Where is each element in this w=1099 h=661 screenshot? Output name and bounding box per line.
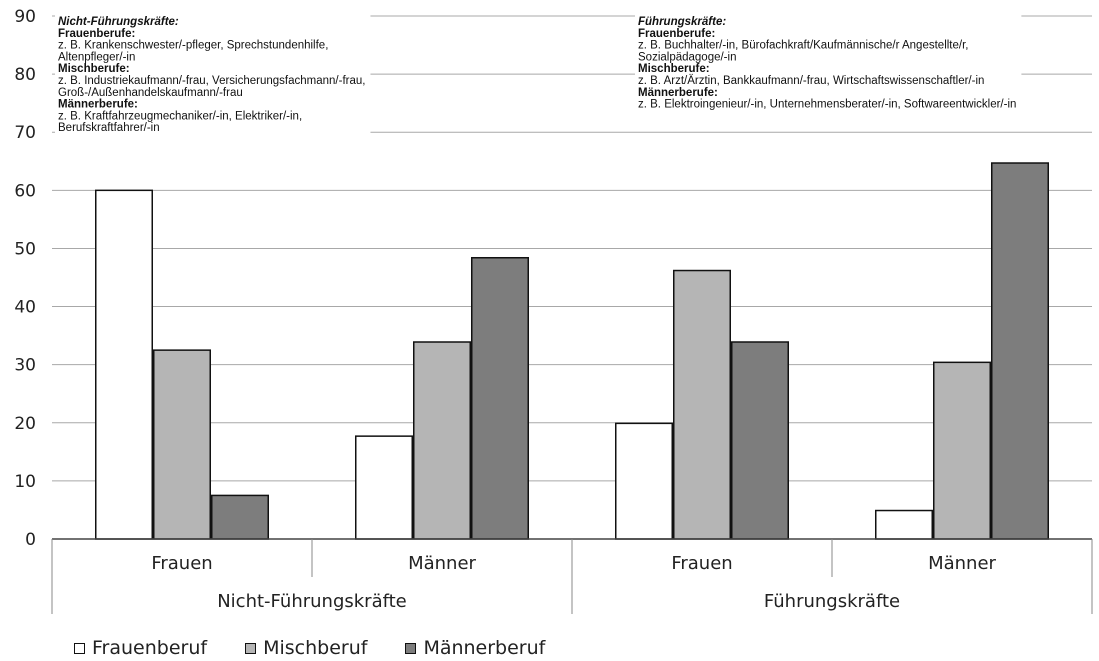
legend-item-maennerberuf: Männerberuf — [405, 637, 545, 659]
legend-label-mischberuf: Mischberuf — [263, 637, 368, 659]
annotation-fuehrungskraefte-line: z. B. Buchhalter/-in, Bürofachkraft/Kauf… — [638, 40, 968, 52]
y-tick-label: 90 — [14, 7, 36, 27]
y-tick-label: 20 — [14, 414, 36, 434]
bar-männerberuf-1 — [471, 256, 529, 540]
group-label: Führungskräfte — [764, 591, 900, 612]
annotation-fuehrungskraefte-background — [635, 14, 1022, 113]
bar-frauenberuf-3 — [875, 509, 933, 540]
legend-item-frauenberuf: Frauenberuf — [74, 637, 207, 659]
annotation-nicht-fuehrungskraefte-line: Mischberufe: — [58, 63, 130, 75]
category-label: Frauen — [151, 553, 212, 574]
annotation-nicht-fuehrungskraefte-line: Altenpfleger/-in — [58, 51, 135, 63]
bar-männerberuf-0 — [211, 494, 269, 540]
category-label: Männer — [928, 553, 996, 574]
bar-frauenberuf-0 — [95, 189, 153, 540]
category-label: Männer — [408, 553, 476, 574]
x-axis: Frauen Männer Frauen MännerNicht-Führungskr… — [51, 538, 1093, 614]
annotation-nicht-fuehrungskraefte-line: Männerberufe: — [58, 99, 138, 111]
annotation-nicht-fuehrungskraefte-line: z. B. Krankenschwester/-pfleger, Sprechs… — [58, 40, 328, 52]
annotations: Nicht-Führungskräfte:Frauenberufe:z. B. … — [55, 14, 1022, 136]
legend-swatch-maennerberuf — [405, 642, 417, 654]
y-tick-label: 80 — [14, 65, 36, 85]
legend-swatch-frauenberuf — [74, 642, 85, 654]
annotation-nicht-fuehrungskraefte-line: Berufskraftfahrer/-in — [58, 122, 160, 134]
y-axis-ticks: 0 10 20 30 40 50 60 70 80 90 — [14, 7, 36, 550]
bar-chart: 0 10 20 30 40 50 60 70 80 90 Frauen Männer Frauen Mä… — [14, 7, 1093, 614]
bar-mischberuf-3 — [933, 361, 991, 540]
y-tick-label: 40 — [14, 298, 36, 318]
bars — [95, 162, 1049, 540]
bar-frauenberuf-2 — [615, 422, 673, 540]
annotation-fuehrungskraefte-line: Männerberufe: — [638, 87, 718, 99]
group-label: Nicht-Führungskräfte — [217, 591, 407, 612]
legend-label-maennerberuf: Männerberuf — [423, 637, 546, 659]
annotation-fuehrungskraefte-title: Führungskräfte: — [638, 16, 726, 28]
bar-frauenberuf-1 — [355, 435, 413, 540]
y-tick-label: 50 — [14, 239, 36, 259]
annotation-nicht-fuehrungskraefte-line: z. B. Kraftfahrzeugmechaniker/-in, Elekt… — [58, 110, 302, 122]
legend-item-mischberuf: Mischberuf — [245, 637, 367, 659]
y-tick-label: 10 — [14, 472, 36, 492]
legend-label-frauenberuf: Frauenberuf — [92, 637, 208, 659]
annotation-fuehrungskraefte-line: z. B. Arzt/Ärztin, Bankkaufmann/-frau, W… — [638, 75, 984, 87]
y-tick-label: 60 — [14, 181, 36, 201]
annotation-nicht-fuehrungskraefte-line: Frauenberufe: — [58, 28, 135, 40]
bar-mischberuf-1 — [413, 341, 471, 540]
legend-swatch-mischberuf — [245, 642, 257, 654]
y-tick-label: 0 — [25, 530, 36, 550]
category-label: Frauen — [671, 553, 732, 574]
bar-mischberuf-0 — [153, 349, 211, 540]
annotation-nicht-fuehrungskraefte-background — [55, 14, 371, 136]
annotation-fuehrungskraefte-line: z. B. Elektroingenieur/-in, Unternehmens… — [638, 99, 1016, 111]
y-tick-label: 70 — [14, 123, 36, 143]
bar-männerberuf-2 — [731, 341, 789, 540]
bar-mischberuf-2 — [673, 269, 731, 540]
annotation-fuehrungskraefte-line: Mischberufe: — [638, 63, 710, 75]
annotation-nicht-fuehrungskraefte-line: Groß-/Außenhandelskaufmann/-frau — [58, 87, 243, 99]
y-tick-label: 30 — [14, 356, 36, 376]
annotation-nicht-fuehrungskraefte-line: z. B. Industriekaufmann/-frau, Versicher… — [58, 75, 365, 87]
legend: Frauenberuf Mischberuf Männerberuf — [74, 637, 545, 659]
bar-männerberuf-3 — [991, 162, 1049, 540]
annotation-fuehrungskraefte-line: Sozialpädagoge/-in — [638, 51, 736, 63]
annotation-nicht-fuehrungskraefte-title: Nicht-Führungskräfte: — [58, 16, 179, 28]
annotation-fuehrungskraefte-line: Frauenberufe: — [638, 28, 715, 40]
